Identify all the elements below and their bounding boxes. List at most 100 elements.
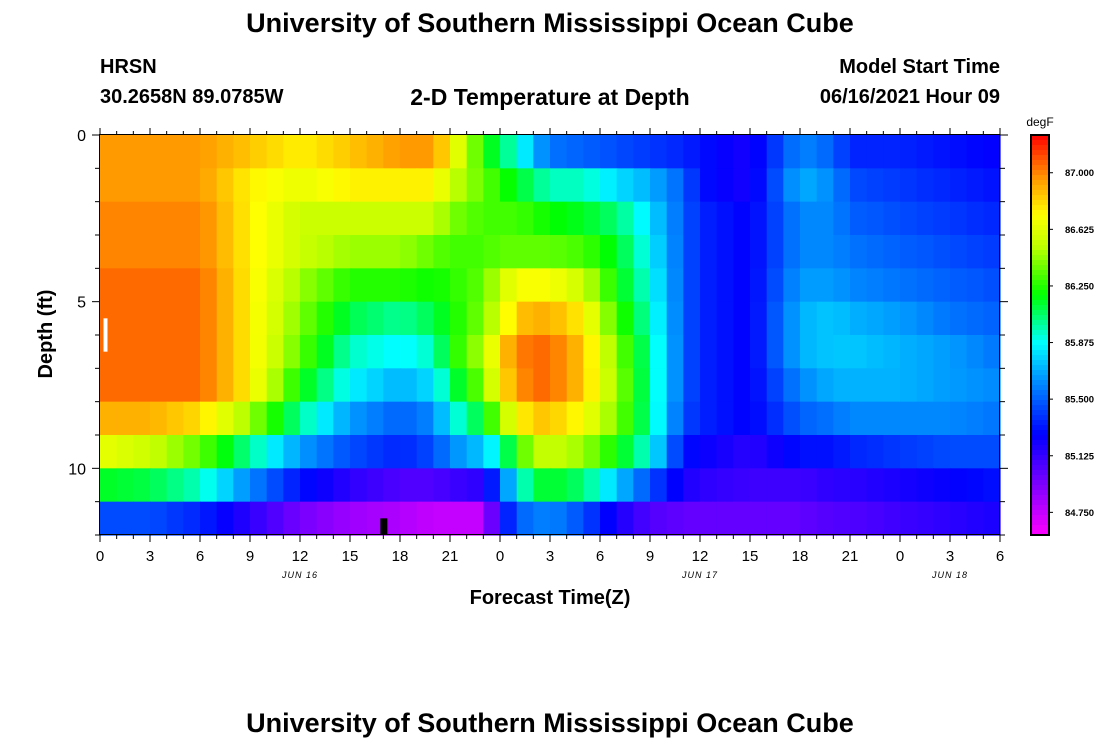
heatmap-cell <box>350 401 368 436</box>
heatmap-cell <box>383 135 401 169</box>
colorbar-swatch <box>1031 485 1049 491</box>
colorbar-swatch <box>1031 375 1049 381</box>
heatmap-cell <box>350 468 368 503</box>
heatmap-cell <box>283 201 301 236</box>
heatmap-cell <box>266 268 284 303</box>
heatmap-cell <box>733 135 751 169</box>
heatmap-cell <box>700 468 718 503</box>
heatmap-cell <box>550 135 568 169</box>
heatmap-cell <box>150 501 168 536</box>
x-date-label: JUN 18 <box>931 570 968 580</box>
heatmap-cell <box>750 468 768 503</box>
x-tick-label: 18 <box>392 548 409 565</box>
heatmap-cell <box>583 468 601 503</box>
heatmap-cell <box>650 201 668 236</box>
heatmap-cell <box>833 468 851 503</box>
x-tick-label: 12 <box>692 548 709 565</box>
heatmap-cell <box>516 201 534 236</box>
heatmap-cell <box>900 201 918 236</box>
heatmap-cell <box>850 501 868 536</box>
heatmap-cell <box>150 268 168 303</box>
heatmap-cell <box>983 301 1001 336</box>
heatmap-cell <box>616 235 634 269</box>
heatmap-cell <box>983 201 1001 236</box>
heatmap-cell <box>633 435 651 469</box>
x-tick-label: 0 <box>96 548 104 565</box>
heatmap-cell <box>500 501 518 536</box>
heatmap-cell <box>416 268 434 303</box>
heatmap-cell <box>750 268 768 303</box>
heatmap-cell <box>583 135 601 169</box>
heatmap-cell <box>100 135 118 169</box>
heatmap-cell <box>500 368 518 403</box>
heatmap-cell <box>516 401 534 436</box>
heatmap-cell <box>216 335 234 369</box>
heatmap-cell <box>483 401 501 436</box>
colorbar-swatch <box>1031 220 1049 226</box>
heatmap-cell <box>233 168 251 203</box>
heatmap-cell <box>433 468 451 503</box>
heatmap-cell <box>966 268 984 303</box>
heatmap-cell <box>933 168 951 203</box>
heatmap-cell <box>116 435 134 469</box>
heatmap-cell <box>933 468 951 503</box>
heatmap-cell <box>883 301 901 336</box>
heatmap-cell <box>816 435 834 469</box>
heatmap-cell <box>400 368 418 403</box>
heatmap-cell <box>450 335 468 369</box>
heatmap-cell <box>600 368 618 403</box>
heatmap-cell <box>116 401 134 436</box>
colorbar-swatch <box>1031 245 1049 251</box>
heatmap-cell <box>650 501 668 536</box>
heatmap-cell <box>466 301 484 336</box>
heatmap-cell <box>183 235 201 269</box>
heatmap-cell <box>966 468 984 503</box>
heatmap-cell <box>550 501 568 536</box>
x-tick-label: 0 <box>896 548 904 565</box>
heatmap-cell <box>533 501 551 536</box>
heatmap-cell <box>850 368 868 403</box>
heatmap-cell <box>616 168 634 203</box>
heatmap-cell <box>316 335 334 369</box>
heatmap-cell <box>266 135 284 169</box>
heatmap-cell <box>700 501 718 536</box>
heatmap-cell <box>316 468 334 503</box>
colorbar-swatch <box>1031 230 1049 236</box>
heatmap-cell <box>950 468 968 503</box>
heatmap-cell <box>700 135 718 169</box>
colorbar-swatch <box>1031 455 1049 461</box>
heatmap-cell <box>766 301 784 336</box>
heatmap-cell <box>483 235 501 269</box>
heatmap-cell <box>900 501 918 536</box>
heatmap-cell <box>266 368 284 403</box>
heatmap-cell <box>500 235 518 269</box>
heatmap-cell <box>833 435 851 469</box>
heatmap-cell <box>266 468 284 503</box>
heatmap-cell <box>800 301 818 336</box>
heatmap-cell <box>233 335 251 369</box>
heatmap-cell <box>316 501 334 536</box>
heatmap-cell <box>366 201 384 236</box>
heatmap-cell <box>150 368 168 403</box>
heatmap-cell <box>400 435 418 469</box>
heatmap-cell <box>583 435 601 469</box>
heatmap-cell <box>933 401 951 436</box>
colorbar-tick-label: 85.500 <box>1065 395 1094 406</box>
heatmap-cell <box>900 301 918 336</box>
heatmap-cell <box>233 235 251 269</box>
colorbar-swatch <box>1031 275 1049 281</box>
heatmap-cell <box>633 235 651 269</box>
heatmap-cell <box>766 401 784 436</box>
heatmap-cell <box>666 268 684 303</box>
heatmap-cell <box>916 268 934 303</box>
heatmap-cell <box>250 235 268 269</box>
heatmap-cell <box>633 468 651 503</box>
colorbar-tick-label: 85.125 <box>1065 451 1095 462</box>
x-date-label: JUN 17 <box>681 570 718 580</box>
heatmap-cell <box>883 468 901 503</box>
colorbar-swatch <box>1031 335 1049 341</box>
heatmap-cell <box>866 235 884 269</box>
colorbar-swatch <box>1031 500 1049 506</box>
heatmap-cell <box>966 201 984 236</box>
heatmap-cell <box>533 468 551 503</box>
